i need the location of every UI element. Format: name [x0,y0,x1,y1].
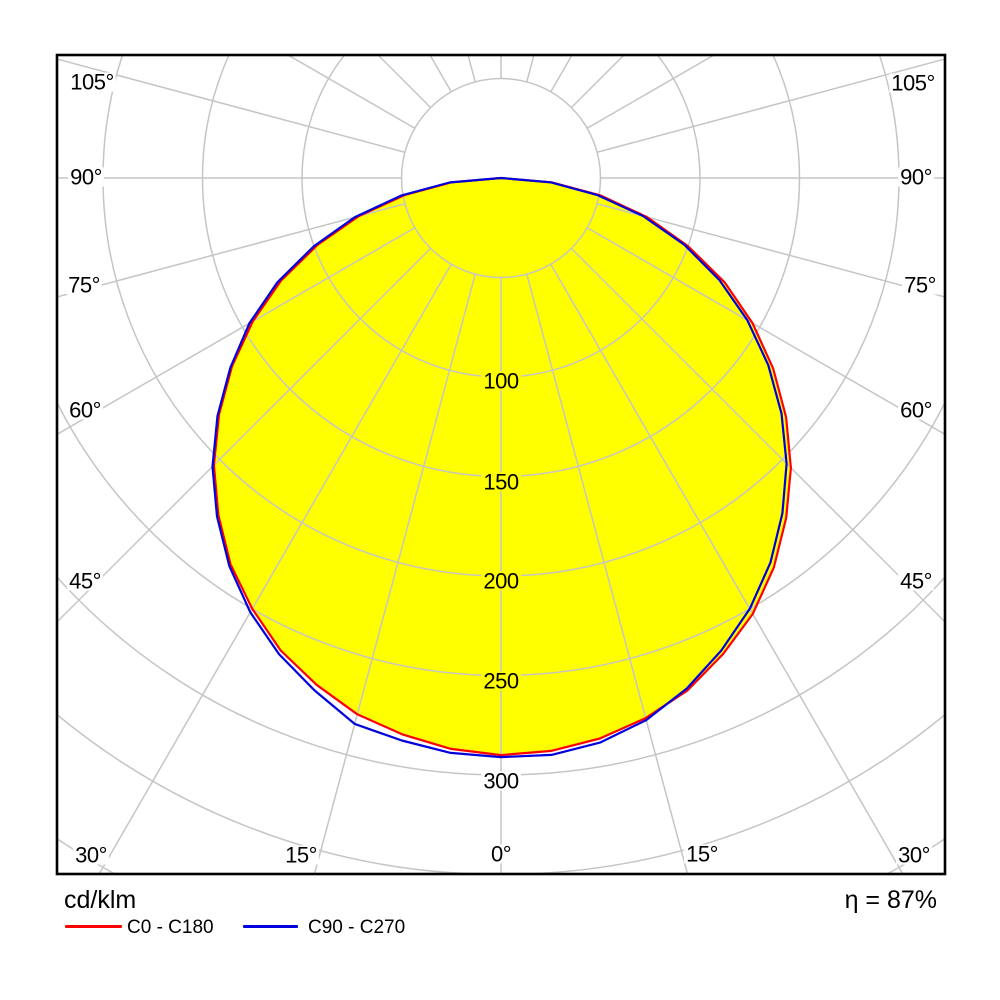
angle-tick-label: 15° [285,843,317,868]
angle-tick-label: 30° [75,843,107,868]
grid-radial-line [550,263,904,874]
radius-tick-label: 300 [483,769,518,794]
grid-radial-line [57,203,406,298]
angle-tick-label: 30° [898,843,930,868]
angle-tick-label-bg [898,400,934,420]
angle-tick-label: 45° [900,569,932,594]
angle-tick-label-bg [68,167,104,187]
grid-radial-line [586,55,716,129]
radius-tick-label-bg [481,671,521,691]
radius-tick-label-bg [481,472,521,492]
grid-radial-line [286,55,416,129]
radius-tick-label: 150 [483,470,518,495]
grid-radial-line [313,273,476,874]
grid-radial-line [596,203,945,298]
plot-frame [55,53,947,876]
legend-swatch-c90 [243,925,298,928]
radius-tick-label: 100 [483,369,518,394]
grid-radial-line [429,55,452,93]
grid-radial-line [570,247,945,624]
angle-tick-label-bg [684,844,720,864]
curve-c0-c180 [212,176,793,757]
grid-radial-line [596,58,945,153]
angle-tick-label-bg [67,400,103,420]
angle-tick-label-bg [889,73,937,93]
radius-tick-label: 250 [483,669,518,694]
grid-radial-line [467,55,476,83]
tick-labels: 105° 105° 90° 90° 75° 75° 60° 60° 45° 45° 30° 15° 0°… [66,70,938,868]
efficiency-label: η = 87% [844,886,937,914]
angle-tick-label-bg [68,72,116,92]
angle-tick-label-bg [283,845,319,865]
curve-c90-c270 [211,176,788,759]
angle-tick-label: 0° [491,842,511,867]
angle-tick-label: 75° [68,273,100,298]
grid-radial-line [98,263,452,874]
angle-tick-label: 90° [70,165,102,190]
grid-radial-line [526,273,689,874]
angle-tick-label: 45° [69,569,101,594]
beam-area [213,178,791,756]
radius-tick-label-bg [481,571,521,591]
angle-tick-label: 105° [70,70,114,95]
legend-swatch-c0 [65,925,122,928]
angle-tick-label-bg [66,275,102,295]
radius-tick-label-bg [481,371,521,391]
grid-radial-line [526,55,535,83]
angle-tick-label: 15° [686,842,718,867]
angle-tick-label-bg [73,845,109,865]
grid-radial-line [57,247,432,624]
grid-radial-line [57,58,406,153]
unit-label: cd/klm [64,886,137,914]
angle-tick-label-bg [898,167,934,187]
angle-tick-label-bg [488,844,514,864]
angle-tick-label-bg [898,571,934,591]
legend-label-c90: C90 - C270 [308,917,406,938]
grid-radial-line [57,227,416,436]
radius-tick-label-bg [481,771,521,791]
angle-tick-label: 75° [904,273,936,298]
angle-tick-label-bg [67,571,103,591]
angle-tick-label: 60° [69,398,101,423]
legend-label-c0: C0 - C180 [127,917,214,938]
angle-tick-label: 60° [900,398,932,423]
angle-tick-label-bg [902,275,938,295]
angle-tick-label: 90° [900,165,932,190]
radius-tick-label: 200 [483,569,518,594]
angle-tick-label: 105° [891,71,935,96]
angle-tick-label-bg [896,845,932,865]
